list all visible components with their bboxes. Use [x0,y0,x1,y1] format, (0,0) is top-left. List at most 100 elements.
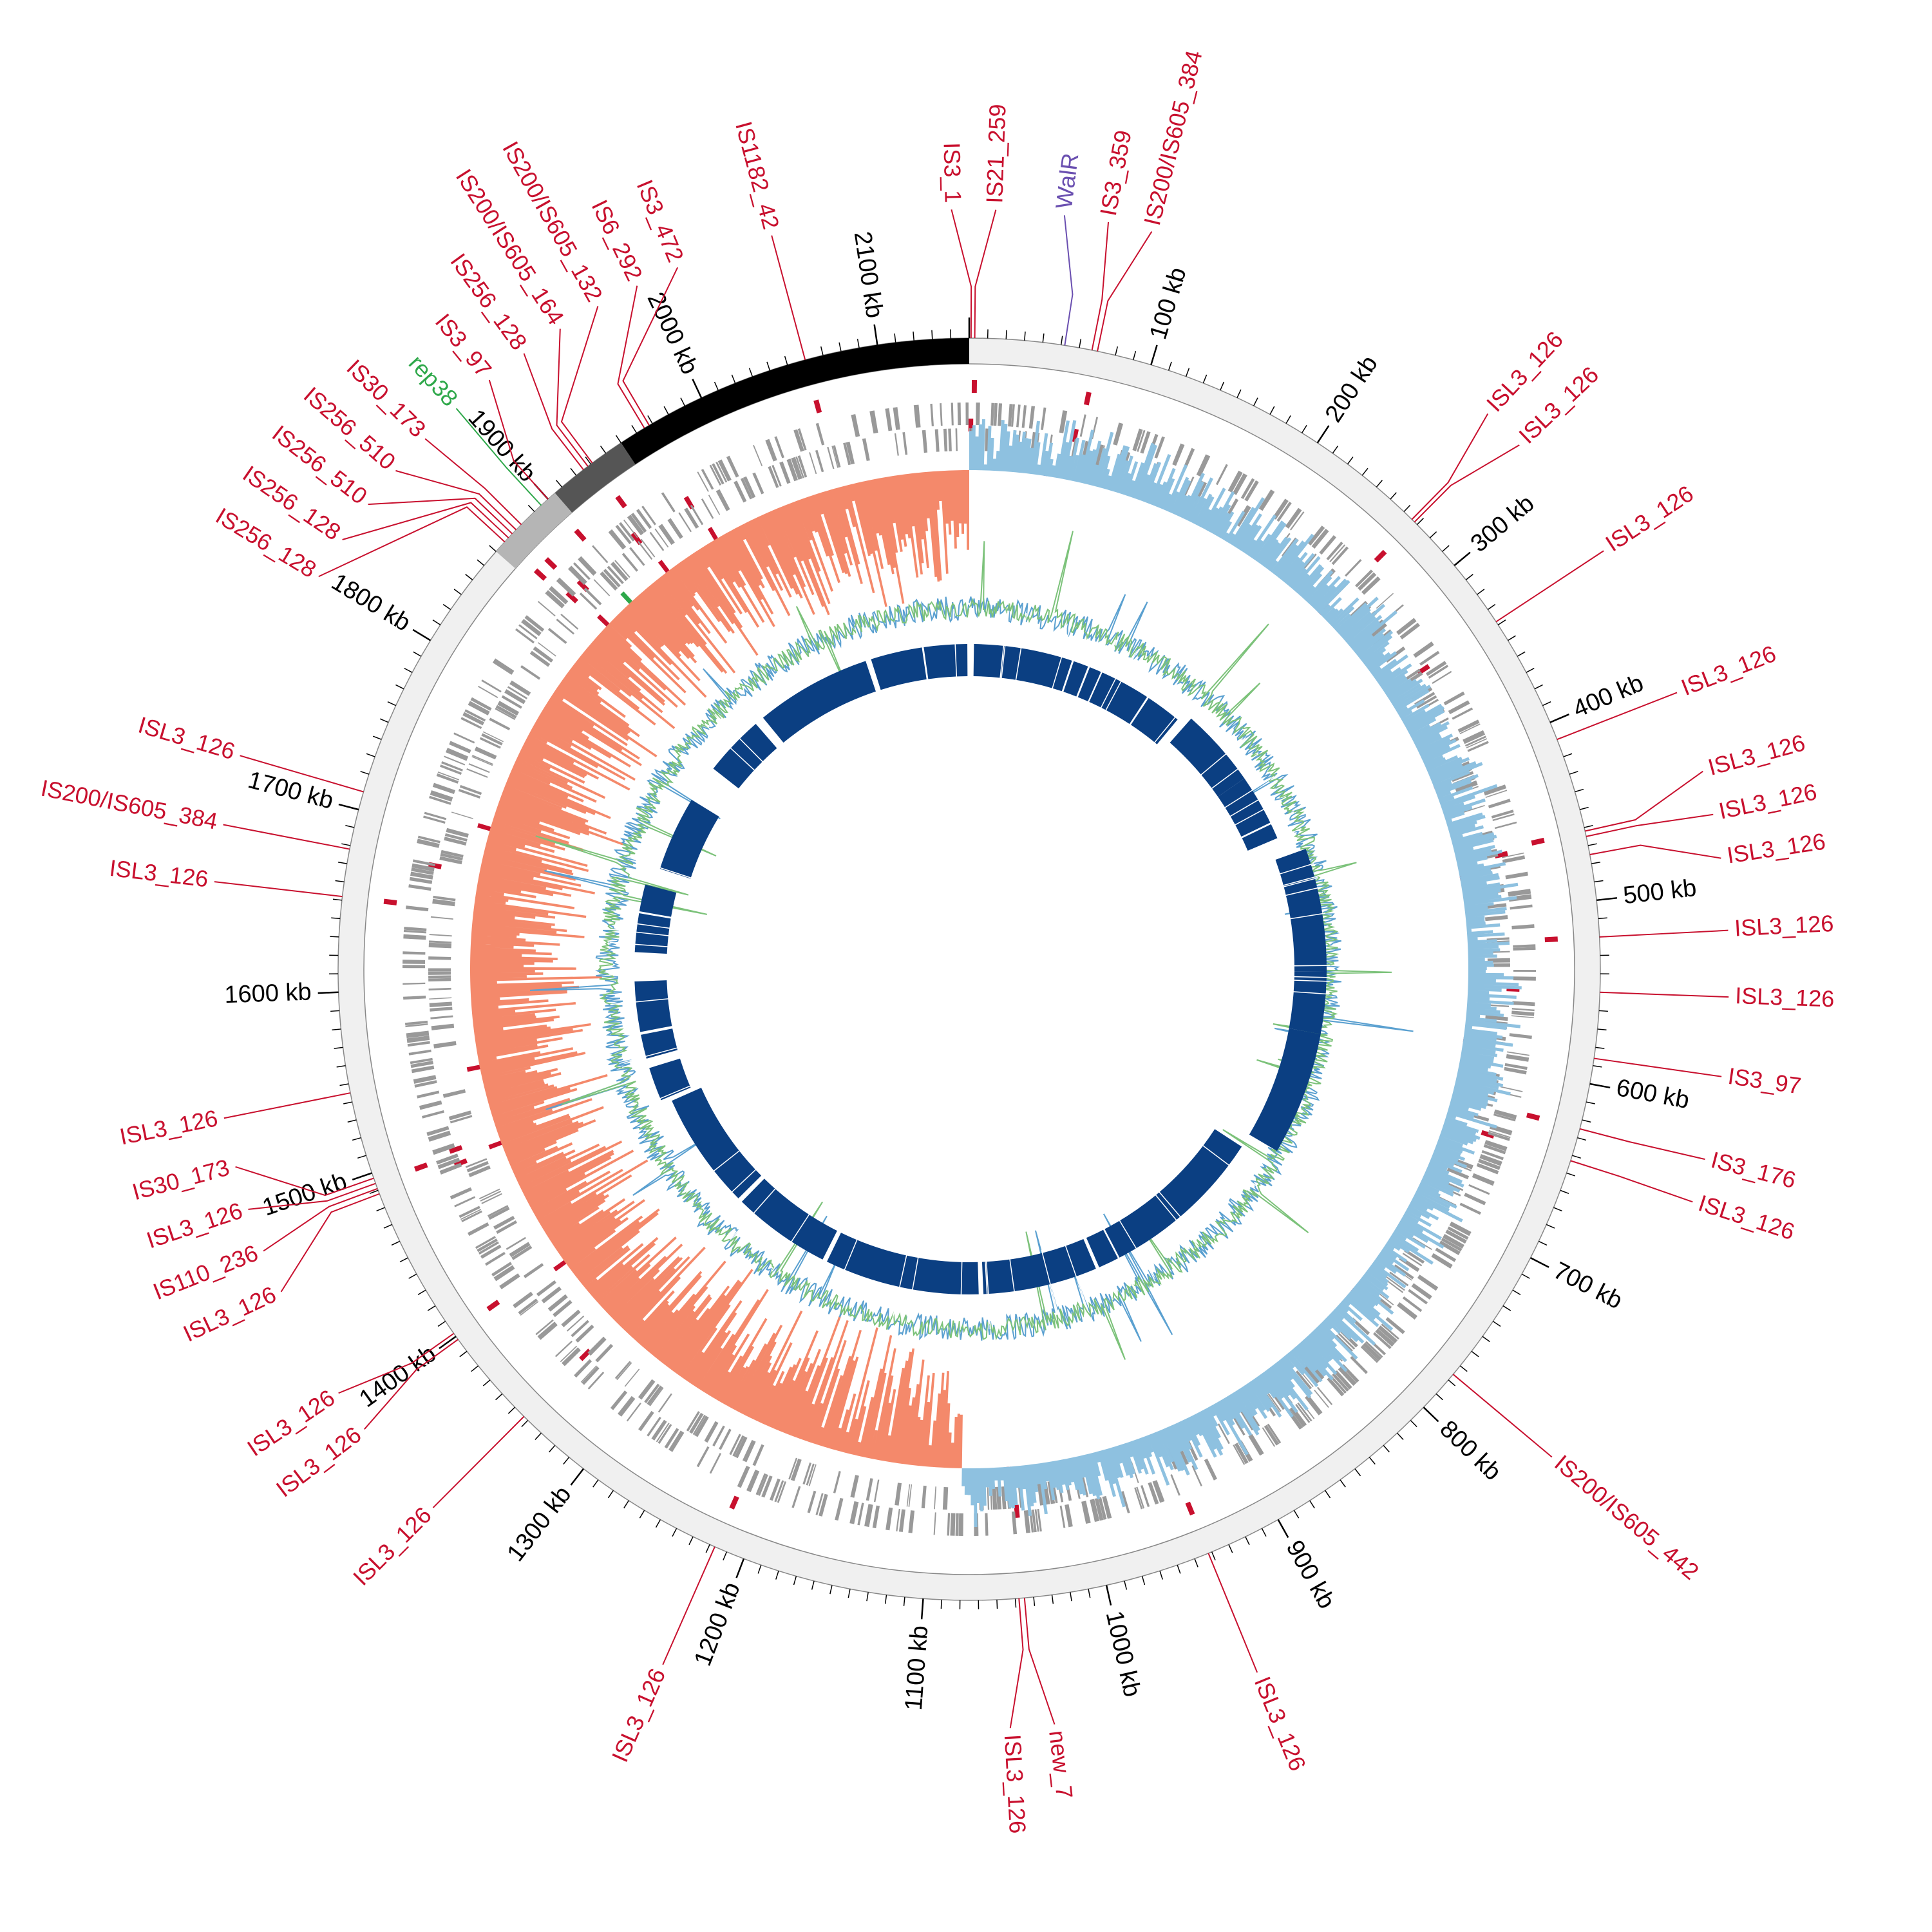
cds-block [571,1320,589,1338]
blast-gap [1258,978,1330,982]
cds-block [491,1262,513,1277]
cds-block [637,540,653,560]
cds-block [575,1324,594,1343]
cds-block [987,1487,990,1510]
cds-block [1090,1499,1100,1522]
minor-tick [1293,1510,1300,1519]
minor-tick [341,843,351,846]
annotation-leader-line [280,1193,380,1293]
cds-block [478,1241,499,1255]
minor-tick [383,1224,393,1229]
blast-gap [1099,647,1132,711]
cds-block [433,895,456,902]
cds-block [616,1362,632,1381]
cds-block [1182,448,1195,470]
annotation-leader-line [395,469,517,531]
cds-block [1510,904,1533,910]
minor-tick [1253,397,1258,406]
annotation-leader-line [240,755,364,793]
minor-tick [723,1551,728,1560]
minor-tick [413,651,422,657]
blast-gap [1153,1192,1200,1248]
cds-block [850,1475,859,1498]
cds-block [1459,723,1481,735]
annotation-leader-line [1495,550,1604,623]
cds-block [518,1298,538,1315]
minor-tick [1042,333,1045,343]
cds-block [1485,790,1508,798]
cds-block [509,1242,531,1258]
cds-block [678,512,692,533]
cds-block [641,506,656,526]
cds-block [1234,1443,1249,1464]
blast-hit-block [672,1088,762,1198]
blast-hit-block [1249,1028,1321,1151]
cds-block [1326,542,1343,561]
blast-gap [1200,1143,1258,1187]
annotation-label: rep38 [404,350,463,412]
blast-gap [1224,797,1287,831]
minor-tick [1487,603,1496,611]
cds-block [1502,855,1526,864]
cds-block [1059,1505,1066,1528]
cds-block [1295,1404,1311,1423]
minor-tick [1534,684,1543,690]
cds-block [518,624,538,639]
cds-block [479,737,501,749]
annotation-label: IS3_359 [1095,128,1137,218]
major-tick [1454,551,1471,567]
blast-hit-block [923,644,968,679]
cds-block [1136,1486,1145,1509]
cds-block [1172,443,1185,466]
major-tick [735,1558,745,1578]
minor-tick [366,753,375,757]
cds-block [1272,498,1289,520]
minor-tick [1177,1564,1181,1574]
cds-block [1463,804,1485,813]
minor-tick [623,1500,629,1509]
cds-block [410,871,433,880]
minor-tick [1383,1444,1390,1453]
blast-gap [1101,1226,1135,1290]
cds-block [1494,821,1517,829]
cds-block [1404,1249,1425,1264]
minor-tick [1376,480,1383,488]
annotation-leader-line [235,1166,374,1197]
cds-block [1439,1240,1461,1256]
blast-gap [1258,965,1330,967]
cds-block [444,755,466,766]
minor-tick [894,333,896,343]
cds-block [921,1485,927,1509]
cds-block [504,689,526,705]
cds-block [942,1487,949,1510]
annotation-label: IS30_173 [129,1154,232,1206]
cds-block [958,1513,963,1536]
cds-block [1467,741,1489,752]
cds-block [428,975,451,979]
cds-block [869,410,878,434]
cds-block [1102,1495,1112,1519]
is-element-mark [544,557,558,570]
cds-block [1215,464,1228,486]
minor-tick [521,1419,529,1428]
cds-block [1264,1425,1280,1446]
major-tick [1423,1406,1439,1423]
cds-block [1485,1015,1508,1021]
is-element-mark [1185,1501,1195,1516]
scale-tick-label: 600 kb [1615,1074,1692,1114]
is-element-mark [1531,837,1545,846]
cds-block [495,705,517,719]
cds-block [437,1157,460,1170]
cds-block [1137,430,1146,452]
cds-block [1302,1364,1320,1385]
is-element-mark [466,1065,480,1072]
minor-tick [1220,381,1225,391]
annotation-leader-line [223,1092,351,1119]
cds-block [1154,436,1165,459]
minor-tick [1546,1224,1555,1229]
minor-tick [347,1119,357,1123]
blast-gap [610,997,681,1005]
is-element-mark [553,1260,567,1272]
annotation-leader-line [364,1339,459,1430]
cds-block [520,665,541,680]
